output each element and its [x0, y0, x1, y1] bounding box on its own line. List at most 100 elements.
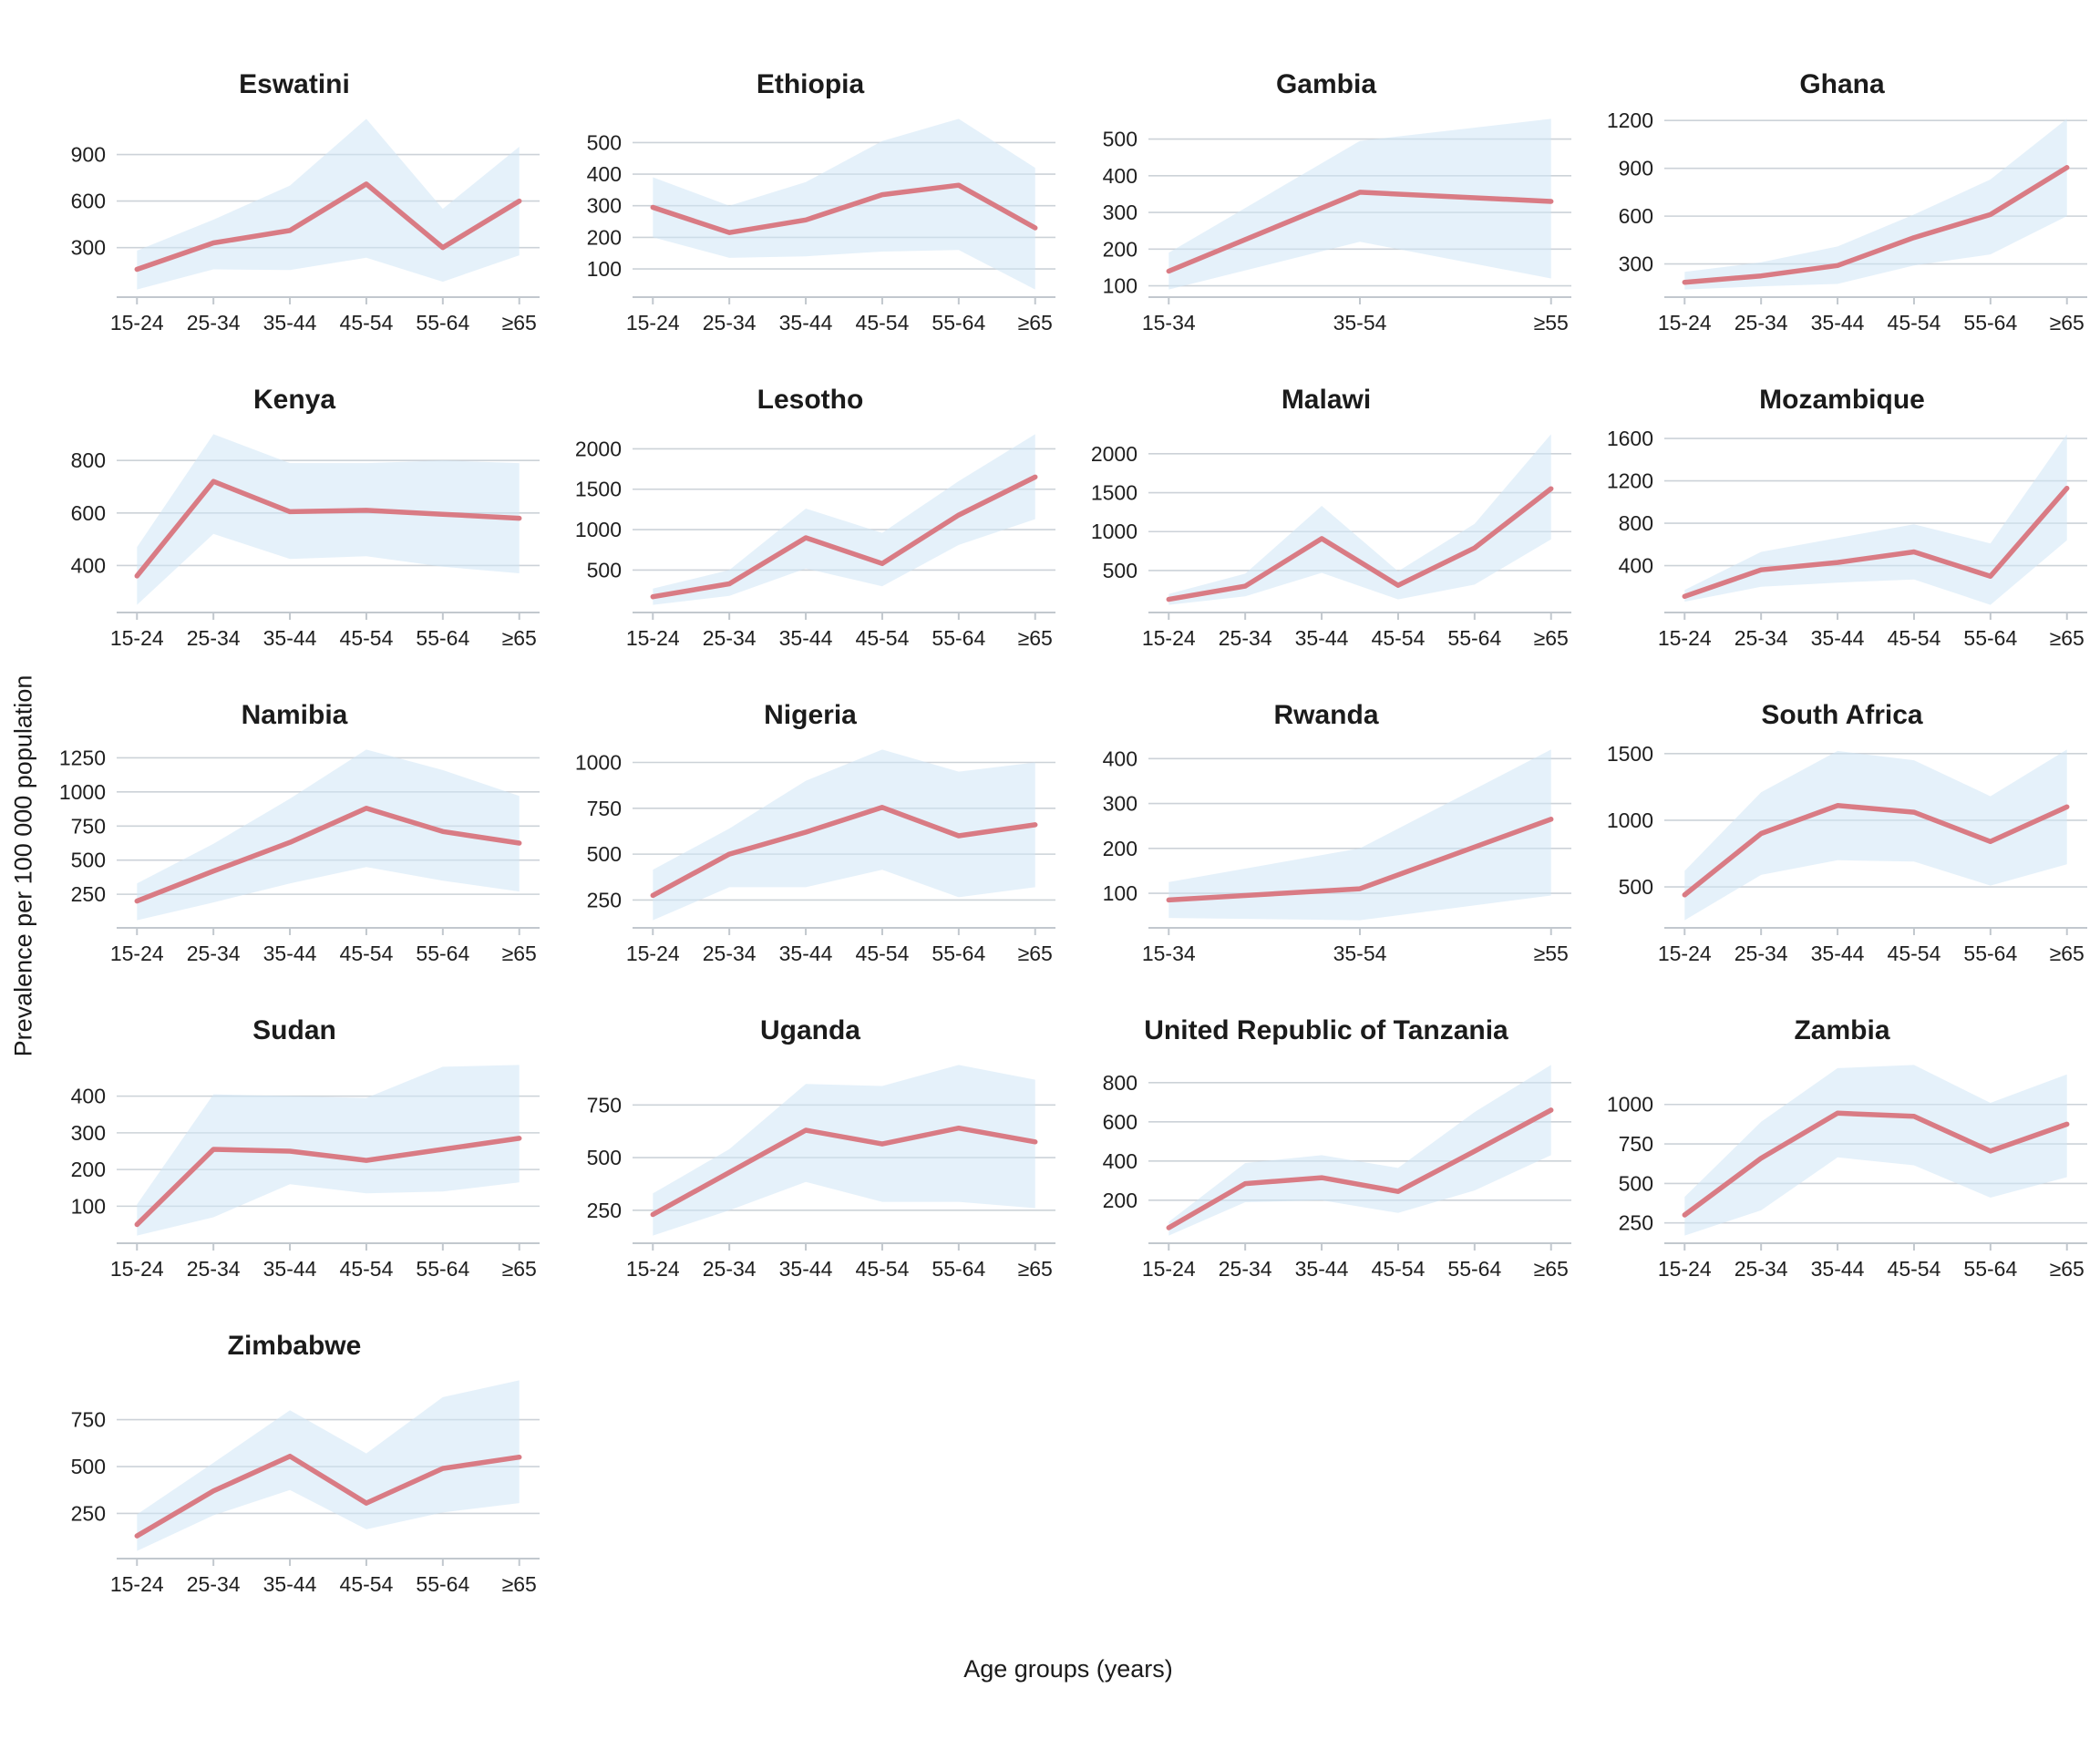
- x-tick-label: 55-64: [416, 626, 469, 650]
- y-tick-label: 250: [587, 1199, 622, 1222]
- panel-title-text: South Africa: [1761, 700, 1923, 731]
- x-tick-label: 15-24: [110, 1257, 164, 1281]
- y-tick-label: 500: [1103, 559, 1138, 582]
- x-tick-label: 15-24: [1658, 942, 1712, 965]
- y-tick-label: 300: [587, 194, 622, 218]
- panel-title-text: Lesotho: [757, 385, 864, 416]
- prevalence-line: [650, 1125, 1038, 1218]
- x-tick-label: ≥65: [1534, 626, 1569, 650]
- confidence-band: [1684, 1065, 2067, 1236]
- panel-plot: 100 200 300 400 500 15-34 35-54 ≥55: [1103, 118, 1571, 335]
- panel-plot: 250 500 750 15-24 25-34 35-44 45-54 55-64 ≥65: [587, 1065, 1055, 1281]
- x-tick-label: 35-44: [779, 942, 833, 965]
- y-tick-label: 200: [1103, 837, 1138, 860]
- x-tick-label: 15-24: [1658, 1257, 1712, 1281]
- x-tick-label: 45-54: [856, 311, 910, 335]
- y-tick-label: 400: [1103, 164, 1138, 188]
- y-tick-label: 300: [1103, 201, 1138, 224]
- x-tick-label: 55-64: [416, 942, 469, 965]
- confidence-band: [137, 1380, 520, 1551]
- x-tick-label: 55-64: [416, 311, 469, 335]
- y-tick-label: 750: [587, 1093, 622, 1117]
- y-tick-label: 100: [1103, 881, 1138, 905]
- y-tick-label: 250: [587, 888, 622, 911]
- y-tick-label: 1000: [575, 518, 622, 541]
- x-tick-label: 45-54: [340, 311, 394, 335]
- x-tick-label: 25-34: [187, 311, 241, 335]
- x-tick-label: 15-34: [1142, 311, 1196, 335]
- prevalence-line: [134, 806, 522, 904]
- x-tick-label: 15-24: [1142, 1257, 1196, 1281]
- x-tick-label: ≥65: [2050, 626, 2085, 650]
- x-tick-label: 35-44: [779, 311, 833, 335]
- y-tick-label: 250: [71, 882, 106, 906]
- panel-plot: 300 600 900 15-24 25-34 35-44 45-54 55-64 ≥65: [71, 118, 540, 335]
- panel-title: Kenya: [36, 352, 552, 419]
- panel-title-text: Uganda: [759, 1015, 860, 1046]
- panel-plot: 250 500 750 1000 1250 15-24 25-34 35-44 45-54 55-…: [59, 746, 540, 965]
- panel-title: Malawi: [1068, 352, 1584, 419]
- panel-title-text: Namibia: [241, 700, 348, 731]
- panel-title-text: Nigeria: [764, 700, 857, 731]
- panel-title: Ethiopia: [552, 36, 1068, 104]
- y-tick-label: 1000: [59, 780, 106, 804]
- x-tick-label: 15-24: [110, 942, 164, 965]
- x-tick-label: 15-24: [110, 311, 164, 335]
- x-tick-label: 55-64: [932, 311, 985, 335]
- x-tick-label: 45-54: [340, 1572, 394, 1596]
- x-tick-label: 15-24: [626, 626, 680, 650]
- panel-title: Zimbabwe: [36, 1298, 552, 1365]
- panel-plot: 300 600 900 1200 15-24 25-34 35-44 45-54 55-64 ≥6…: [1607, 108, 2087, 335]
- y-tick-label: 2000: [1091, 442, 1138, 466]
- x-tick-label: 55-64: [1447, 1257, 1501, 1281]
- panel-title-text: Eswatini: [239, 69, 350, 100]
- prevalence-line: [650, 805, 1038, 899]
- y-tick-label: 600: [1619, 204, 1653, 228]
- x-tick-label: 15-24: [626, 1257, 680, 1281]
- y-tick-label: 1200: [1607, 108, 1653, 132]
- y-tick-label: 900: [71, 143, 106, 167]
- prevalence-line: [1166, 1107, 1554, 1230]
- x-tick-label: 35-44: [263, 942, 317, 965]
- y-tick-label: 1000: [1607, 808, 1653, 832]
- prevalence-line: [1682, 165, 2070, 285]
- panel-title: Ghana: [1584, 36, 2100, 104]
- x-tick-label: ≥65: [1018, 1257, 1053, 1281]
- y-tick-label: 500: [587, 1146, 622, 1169]
- x-tick-label: 35-44: [779, 1257, 833, 1281]
- y-axis-label: Prevalence per 100 000 population: [9, 674, 37, 1057]
- panel-kenya: Kenya 400 600 800 15-24 25-34 35-44 45-54 55-64 ≥…: [36, 352, 552, 667]
- x-tick-label: 55-64: [1963, 311, 2017, 335]
- panel-plot: 250 500 750 1000 15-24 25-34 35-44 45-54 55-64 ≥6…: [575, 749, 1055, 965]
- y-tick-label: 500: [1103, 128, 1138, 151]
- panel-nigeria: Nigeria 250 500 750 1000 15-24 25-34 35-44 45-54…: [552, 667, 1068, 983]
- x-tick-label: 45-54: [1372, 626, 1426, 650]
- prevalence-line: [1166, 817, 1554, 903]
- y-tick-label: 500: [1619, 875, 1653, 899]
- x-tick-label: ≥65: [502, 1257, 537, 1281]
- x-tick-label: 45-54: [1888, 626, 1941, 650]
- x-tick-label: 25-34: [1735, 942, 1788, 965]
- panel-lesotho: Lesotho 500 1000 1500 2000 15-24 25-34 35-44 45-…: [552, 352, 1068, 667]
- confidence-band: [1168, 1065, 1551, 1236]
- panel-title-text: Gambia: [1275, 69, 1377, 100]
- panel-title: Gambia: [1068, 36, 1584, 104]
- panel-title: Namibia: [36, 667, 552, 735]
- panel-title: Sudan: [36, 983, 552, 1050]
- panel-title: Nigeria: [552, 667, 1068, 735]
- panel-plot: 500 1000 1500 2000 15-24 25-34 35-44 45-54 55-64…: [1091, 434, 1571, 650]
- panel-plot: 100 200 300 400 500 15-24 25-34 35-44 45-54 55-64…: [587, 118, 1055, 335]
- x-tick-label: 55-64: [416, 1257, 469, 1281]
- x-tick-label: 35-44: [263, 626, 317, 650]
- panel-plot: 400 800 1200 1600 15-24 25-34 35-44 45-54 55-64 ≥…: [1607, 427, 2087, 650]
- x-tick-label: 25-34: [187, 1257, 241, 1281]
- x-tick-label: 35-44: [1811, 626, 1865, 650]
- y-tick-label: 1200: [1607, 469, 1653, 493]
- confidence-band: [653, 118, 1035, 290]
- panel-title-text: Mozambique: [1759, 385, 1925, 416]
- y-tick-label: 1500: [1091, 481, 1138, 505]
- y-tick-label: 800: [71, 448, 106, 472]
- y-tick-label: 1000: [1091, 520, 1138, 543]
- facet-grid: Eswatini 300 600 900 15-24 25-34 35-44 45-54 55-…: [36, 36, 2100, 1613]
- confidence-band: [1168, 118, 1551, 290]
